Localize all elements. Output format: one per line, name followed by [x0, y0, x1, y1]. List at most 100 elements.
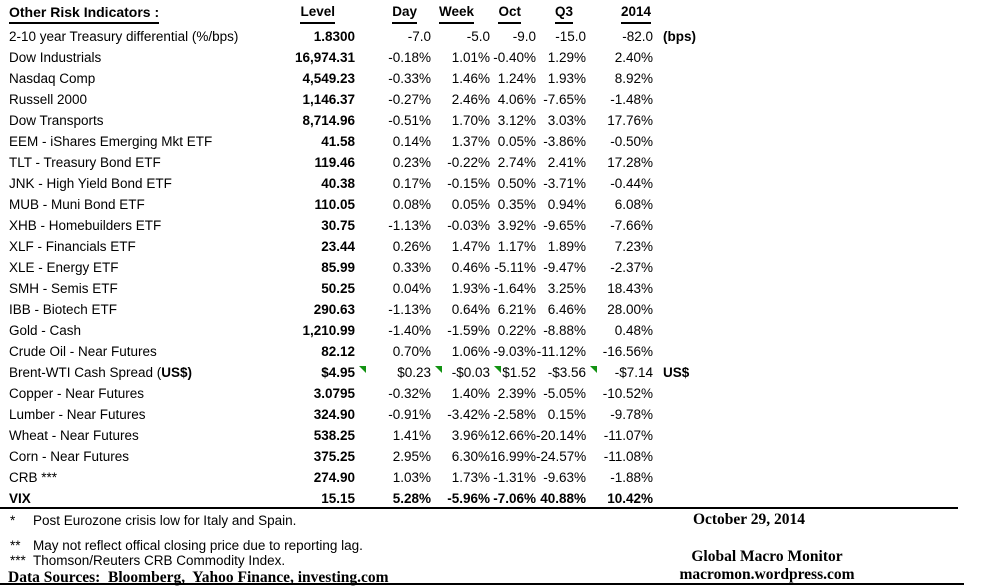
footnote-marker: ** — [10, 538, 21, 553]
footnote-text: May not reflect offical closing price du… — [33, 538, 363, 553]
cell-day: 0.23% — [392, 155, 431, 170]
cell-2014: -2.37% — [610, 260, 653, 275]
cell-week: 0.46% — [451, 260, 490, 275]
cell-week: -0.22% — [447, 155, 490, 170]
cell-oct: -9.03% — [493, 344, 536, 359]
cell-q3: -11.12% — [536, 344, 586, 359]
cell-day: -0.27% — [388, 92, 431, 107]
cell-2014: -11.08% — [603, 449, 653, 464]
cell-label: EEM - iShares Emerging Mkt ETF — [9, 134, 213, 149]
cell-2014: -$7.14 — [586, 362, 653, 383]
cell-note — [653, 488, 981, 509]
cell-day: -0.51% — [388, 113, 431, 128]
column-header-week: Week — [431, 1, 490, 26]
cell-note — [653, 89, 981, 110]
footnote-3: *** Thomson/Reuters CRB Commodity Index. — [10, 553, 285, 568]
cell-note — [653, 404, 981, 425]
cell-oct: -5.11% — [494, 260, 536, 275]
table-row: Corn - Near Futures 375.25 2.95% 6.30% 16.99… — [0, 446, 981, 467]
cell-q3: -8.88% — [543, 323, 586, 338]
cell-q3: -15.0 — [555, 29, 586, 44]
footnote-text: Thomson/Reuters CRB Commodity Index. — [33, 553, 286, 568]
green-corner-flag-icon — [359, 366, 366, 373]
column-header-level: Level — [280, 1, 355, 26]
cell-week: 1.01% — [451, 50, 490, 65]
cell-level: 1,210.99 — [302, 323, 355, 338]
table-row: VIX 15.15 5.28% -5.96% -7.06% 40.88% 10.42% — [0, 488, 981, 509]
table-row: Dow Transports 8,714.96 -0.51% 1.70% 3.12% 3.… — [0, 110, 981, 131]
cell-label: Crude Oil - Near Futures — [9, 344, 157, 359]
cell-oct: 0.35% — [497, 197, 536, 212]
cell-label: Dow Transports — [9, 113, 104, 128]
cell-2014: -16.56% — [602, 344, 653, 359]
cell-2014: -7.66% — [610, 218, 653, 233]
cell-week: 1.70% — [451, 113, 490, 128]
cell-week: -1.59% — [447, 323, 490, 338]
cell-level: 375.25 — [313, 449, 355, 464]
cell-note — [653, 299, 981, 320]
cell-oct: -2.58% — [493, 407, 536, 422]
risk-indicators-table: Other Risk Indicators : Level Day Week O… — [0, 1, 981, 509]
data-sources: Data Sources: Bloomberg, Yahoo Finance, … — [8, 569, 389, 586]
cell-oct: 3.12% — [497, 113, 536, 128]
cell-week: 3.96% — [451, 428, 490, 443]
cell-level: 15.15 — [321, 491, 355, 506]
cell-level: 4,549.23 — [302, 71, 355, 86]
cell-day: 2.95% — [392, 449, 431, 464]
cell-oct: 6.21% — [497, 302, 536, 317]
cell-note — [653, 152, 981, 173]
cell-q3: -7.65% — [543, 92, 586, 107]
cell-level: $4.95 — [321, 365, 355, 380]
cell-week: 1.06% — [451, 344, 490, 359]
cell-oct: 3.92% — [497, 218, 536, 233]
green-corner-flag-icon — [435, 366, 442, 373]
footnote-1: * Post Eurozone crisis low for Italy and… — [10, 513, 296, 528]
cell-2014: 28.00% — [607, 302, 653, 317]
cell-label: Russell 2000 — [9, 92, 88, 107]
cell-day: 0.17% — [392, 176, 431, 191]
cell-label: Gold - Cash — [9, 323, 82, 338]
cell-day: -1.40% — [388, 323, 431, 338]
cell-q3: 1.93% — [547, 71, 586, 86]
cell-label: CRB *** — [9, 470, 58, 485]
cell-label: 2-10 year Treasury differential (%/bps) — [9, 29, 239, 44]
cell-2014: 8.92% — [614, 71, 653, 86]
cell-oct: 4.06% — [497, 92, 536, 107]
table-row: Copper - Near Futures 3.0795 -0.32% 1.40% 2.… — [0, 383, 981, 404]
cell-label: VIX — [9, 491, 31, 506]
cell-level: 8,714.96 — [302, 113, 355, 128]
cell-day: 1.41% — [392, 428, 431, 443]
cell-oct: -9.0 — [512, 29, 536, 44]
cell-2014: 0.48% — [614, 323, 653, 338]
table-row: Gold - Cash 1,210.99 -1.40% -1.59% 0.22% -8.8… — [0, 320, 981, 341]
cell-week: 1.40% — [451, 386, 490, 401]
footer-brand: Global Macro Monitor — [691, 548, 843, 565]
cell-note — [653, 383, 981, 404]
cell-level: 23.44 — [321, 239, 355, 254]
cell-2014: -1.48% — [610, 92, 653, 107]
cell-label: Nasdaq Comp — [9, 71, 96, 86]
green-corner-flag-icon — [494, 366, 501, 373]
cell-day: -0.32% — [388, 386, 431, 401]
cell-q3: -9.47% — [543, 260, 586, 275]
label-segment: Brent-WTI Cash Spread ( — [9, 365, 162, 380]
cell-week: 1.46% — [451, 71, 490, 86]
cell-2014: 6.08% — [614, 197, 653, 212]
cell-label: XHB - Homebuilders ETF — [9, 218, 162, 233]
table-row: Lumber - Near Futures 324.90 -0.91% -3.42% -… — [0, 404, 981, 425]
cell-oct: 2.39% — [497, 386, 536, 401]
cell-week: -$0.03 — [431, 362, 490, 383]
cell-2014: 2.40% — [614, 50, 653, 65]
table-row: XHB - Homebuilders ETF 30.75 -1.13% -0.03% 3… — [0, 215, 981, 236]
cell-oct: 12.66% — [490, 428, 536, 443]
cell-oct: 1.24% — [497, 71, 536, 86]
table-row: SMH - Semis ETF 50.25 0.04% 1.93% -1.64% 3.25… — [0, 278, 981, 299]
cell-note — [653, 446, 981, 467]
cell-q3: -3.71% — [543, 176, 586, 191]
cell-q3: 3.25% — [547, 281, 586, 296]
cell-week: -0.15% — [447, 176, 490, 191]
cell-q3: -24.57% — [536, 449, 587, 464]
cell-level: 290.63 — [313, 302, 355, 317]
separator-line — [0, 507, 958, 509]
cell-week: 6.30% — [451, 449, 490, 464]
